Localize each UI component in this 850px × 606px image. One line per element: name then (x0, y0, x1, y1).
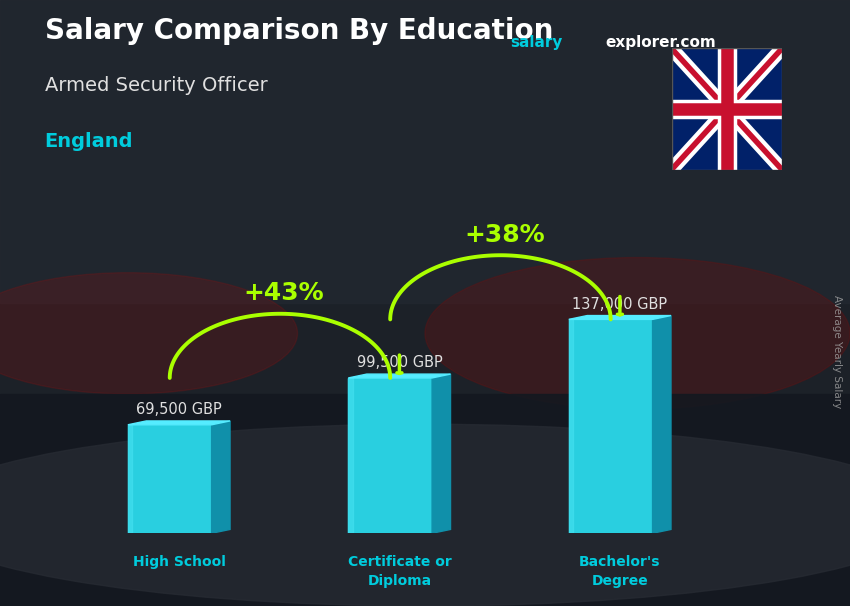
Polygon shape (128, 421, 230, 425)
Text: 99,500 GBP: 99,500 GBP (356, 356, 442, 370)
Bar (569, 319, 653, 533)
Bar (0, 0, 850, 303)
Polygon shape (569, 316, 671, 319)
Text: +43%: +43% (244, 281, 325, 305)
Text: 69,500 GBP: 69,500 GBP (136, 402, 222, 418)
Text: 137,000 GBP: 137,000 GBP (572, 297, 667, 312)
Ellipse shape (0, 273, 298, 394)
Ellipse shape (0, 424, 850, 606)
Bar (128, 425, 132, 533)
Polygon shape (432, 374, 450, 533)
Polygon shape (212, 421, 230, 533)
Text: Armed Security Officer: Armed Security Officer (45, 76, 268, 95)
Text: salary: salary (510, 35, 563, 50)
Bar (348, 378, 432, 533)
Bar (569, 319, 573, 533)
Text: +38%: +38% (464, 222, 545, 247)
Text: Certificate or
Diploma: Certificate or Diploma (348, 554, 451, 588)
Text: Salary Comparison By Education: Salary Comparison By Education (45, 17, 553, 45)
Ellipse shape (425, 258, 850, 409)
Polygon shape (348, 374, 451, 378)
Text: Bachelor's
Degree: Bachelor's Degree (579, 554, 660, 588)
Bar (0, 394, 850, 606)
Polygon shape (653, 316, 671, 533)
Bar (128, 425, 212, 533)
Text: England: England (45, 132, 133, 152)
Text: High School: High School (133, 554, 225, 568)
Text: Average Yearly Salary: Average Yearly Salary (832, 295, 842, 408)
Text: explorer.com: explorer.com (605, 35, 716, 50)
Bar (348, 378, 353, 533)
